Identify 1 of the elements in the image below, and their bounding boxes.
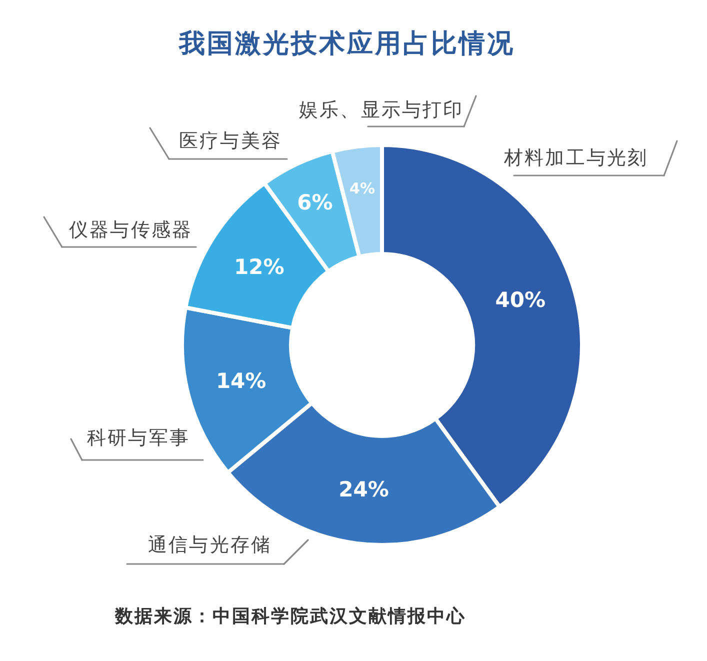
title: 我国激光技术应用占比情况 [179, 29, 515, 59]
